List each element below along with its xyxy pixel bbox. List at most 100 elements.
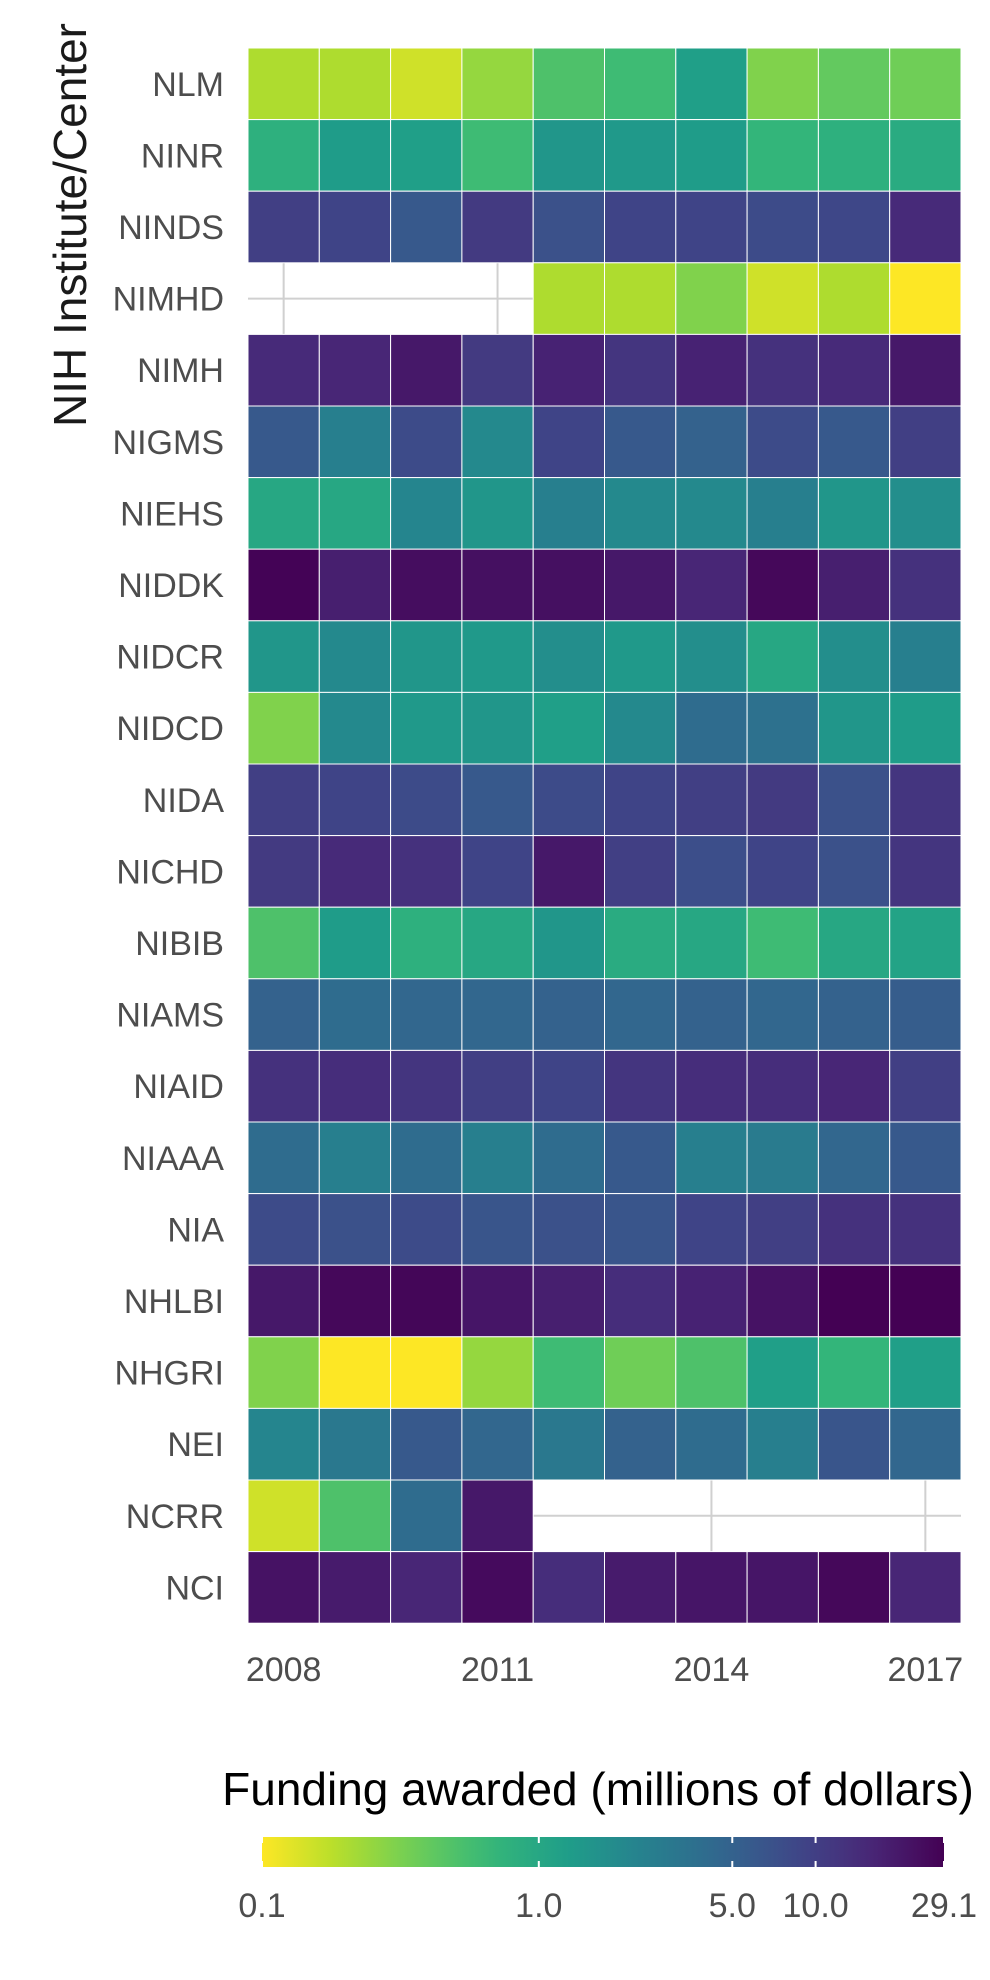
heatmap-cell xyxy=(461,333,534,407)
heatmap-cell xyxy=(675,691,748,765)
heatmap-cell xyxy=(604,1407,677,1481)
heatmap-cell xyxy=(675,763,748,837)
heatmap-cell xyxy=(817,1049,891,1123)
heatmap-cell xyxy=(461,691,534,765)
y-tick-label: NICHD xyxy=(116,853,224,891)
heatmap-cell xyxy=(889,47,962,121)
heatmap-cell xyxy=(746,190,819,264)
heatmap-cell xyxy=(604,333,677,407)
x-axis-tick-labels: 2008 2011 2014 2017 xyxy=(246,1651,963,1689)
heatmap-cell xyxy=(889,835,962,908)
heatmap-cell xyxy=(532,548,606,622)
heatmap-cell xyxy=(817,405,891,479)
heatmap-cell xyxy=(390,1264,463,1338)
heatmap-cell xyxy=(247,835,320,908)
heatmap-cell xyxy=(746,691,819,765)
heatmap-cell xyxy=(817,1407,891,1481)
heatmap-cell xyxy=(817,691,891,765)
heatmap-cell xyxy=(318,691,392,765)
heatmap-cell xyxy=(390,1336,463,1409)
heatmap-cell xyxy=(318,333,392,407)
heatmap-cell xyxy=(532,190,606,264)
heatmap-cell xyxy=(746,477,819,550)
heatmap-cell xyxy=(532,1264,606,1338)
heatmap-cell xyxy=(746,47,819,121)
heatmap-cell xyxy=(461,548,534,622)
heatmap-cell xyxy=(889,763,962,837)
heatmap-cell xyxy=(318,1407,392,1481)
heatmap-cell xyxy=(532,405,606,479)
heatmap-cell xyxy=(817,1336,891,1409)
heatmap-cell xyxy=(461,477,534,550)
heatmap-cell xyxy=(817,906,891,980)
heatmap-cell xyxy=(390,1121,463,1195)
heatmap-cell xyxy=(247,763,320,837)
heatmap-cell xyxy=(889,1336,962,1409)
y-axis-tick-labels: NLM NINR NINDS NIMHD NIMH NIGMS NIEHS NIDDK NIDC… xyxy=(113,66,225,1608)
heatmap-cell xyxy=(532,835,606,908)
heatmap-cell xyxy=(247,1193,320,1266)
heatmap-cell xyxy=(817,262,891,335)
heatmap-cell xyxy=(390,405,463,479)
legend-colorbar xyxy=(262,1837,944,1867)
heatmap-cell xyxy=(532,906,606,980)
heatmap-cell xyxy=(604,477,677,550)
heatmap-cell xyxy=(318,119,392,192)
heatmap-cell xyxy=(746,1551,819,1624)
heatmap-cell xyxy=(390,620,463,693)
y-tick-label: NIAID xyxy=(133,1068,224,1106)
heatmap-cell xyxy=(461,1479,534,1553)
heatmap-cell xyxy=(247,548,320,622)
y-tick-label: NIEHS xyxy=(120,495,224,533)
heatmap-cell xyxy=(604,620,677,693)
heatmap-cell xyxy=(604,763,677,837)
heatmap-cell xyxy=(390,763,463,837)
heatmap-cell xyxy=(247,119,320,192)
y-axis-title: NIH Institute/Center xyxy=(44,23,96,427)
heatmap-cell xyxy=(889,477,962,550)
y-tick-label: NCRR xyxy=(126,1498,224,1536)
heatmap-cell xyxy=(889,1407,962,1481)
y-tick-label: NCI xyxy=(165,1569,224,1607)
heatmap-cell xyxy=(746,1336,819,1409)
y-tick-label: NIAAA xyxy=(122,1140,224,1178)
heatmap-cell xyxy=(390,1049,463,1123)
heatmap-cell xyxy=(532,691,606,765)
heatmap-cell xyxy=(675,477,748,550)
y-tick-label: NHGRI xyxy=(114,1355,224,1393)
heatmap-cell xyxy=(461,405,534,479)
y-tick-label: NIGMS xyxy=(113,424,224,462)
heatmap-cell xyxy=(390,835,463,908)
heatmap-cell xyxy=(318,906,392,980)
heatmap-cell xyxy=(247,1479,320,1553)
y-tick-label: NIDCD xyxy=(116,710,224,748)
heatmap-cell xyxy=(318,1121,392,1195)
heatmap-cell xyxy=(318,47,392,121)
heatmap-cell xyxy=(390,1479,463,1553)
y-tick-label: NEI xyxy=(167,1426,224,1464)
heatmap-cell xyxy=(675,835,748,908)
heatmap-cell xyxy=(604,1193,677,1266)
heatmap-cell xyxy=(247,1407,320,1481)
heatmap-cell xyxy=(604,119,677,192)
heatmap-cell xyxy=(604,906,677,980)
legend-tick-label: 0.1 xyxy=(238,1887,285,1925)
heatmap-cell xyxy=(746,1407,819,1481)
y-tick-label: NIBIB xyxy=(135,925,224,963)
heatmap-cell xyxy=(889,620,962,693)
heatmap-cell xyxy=(675,119,748,192)
heatmap-cell xyxy=(247,190,320,264)
heatmap-cell xyxy=(604,262,677,335)
heatmap-cell xyxy=(889,190,962,264)
heatmap-cell xyxy=(318,1049,392,1123)
heatmap-cell xyxy=(390,1193,463,1266)
heatmap-cell xyxy=(532,47,606,121)
heatmap-cell xyxy=(675,47,748,121)
heatmap-cell xyxy=(817,190,891,264)
heatmap-cell xyxy=(247,1049,320,1123)
heatmap-cell xyxy=(746,119,819,192)
heatmap-cell xyxy=(247,978,320,1051)
heatmap-cell xyxy=(390,477,463,550)
heatmap-cell xyxy=(247,333,320,407)
